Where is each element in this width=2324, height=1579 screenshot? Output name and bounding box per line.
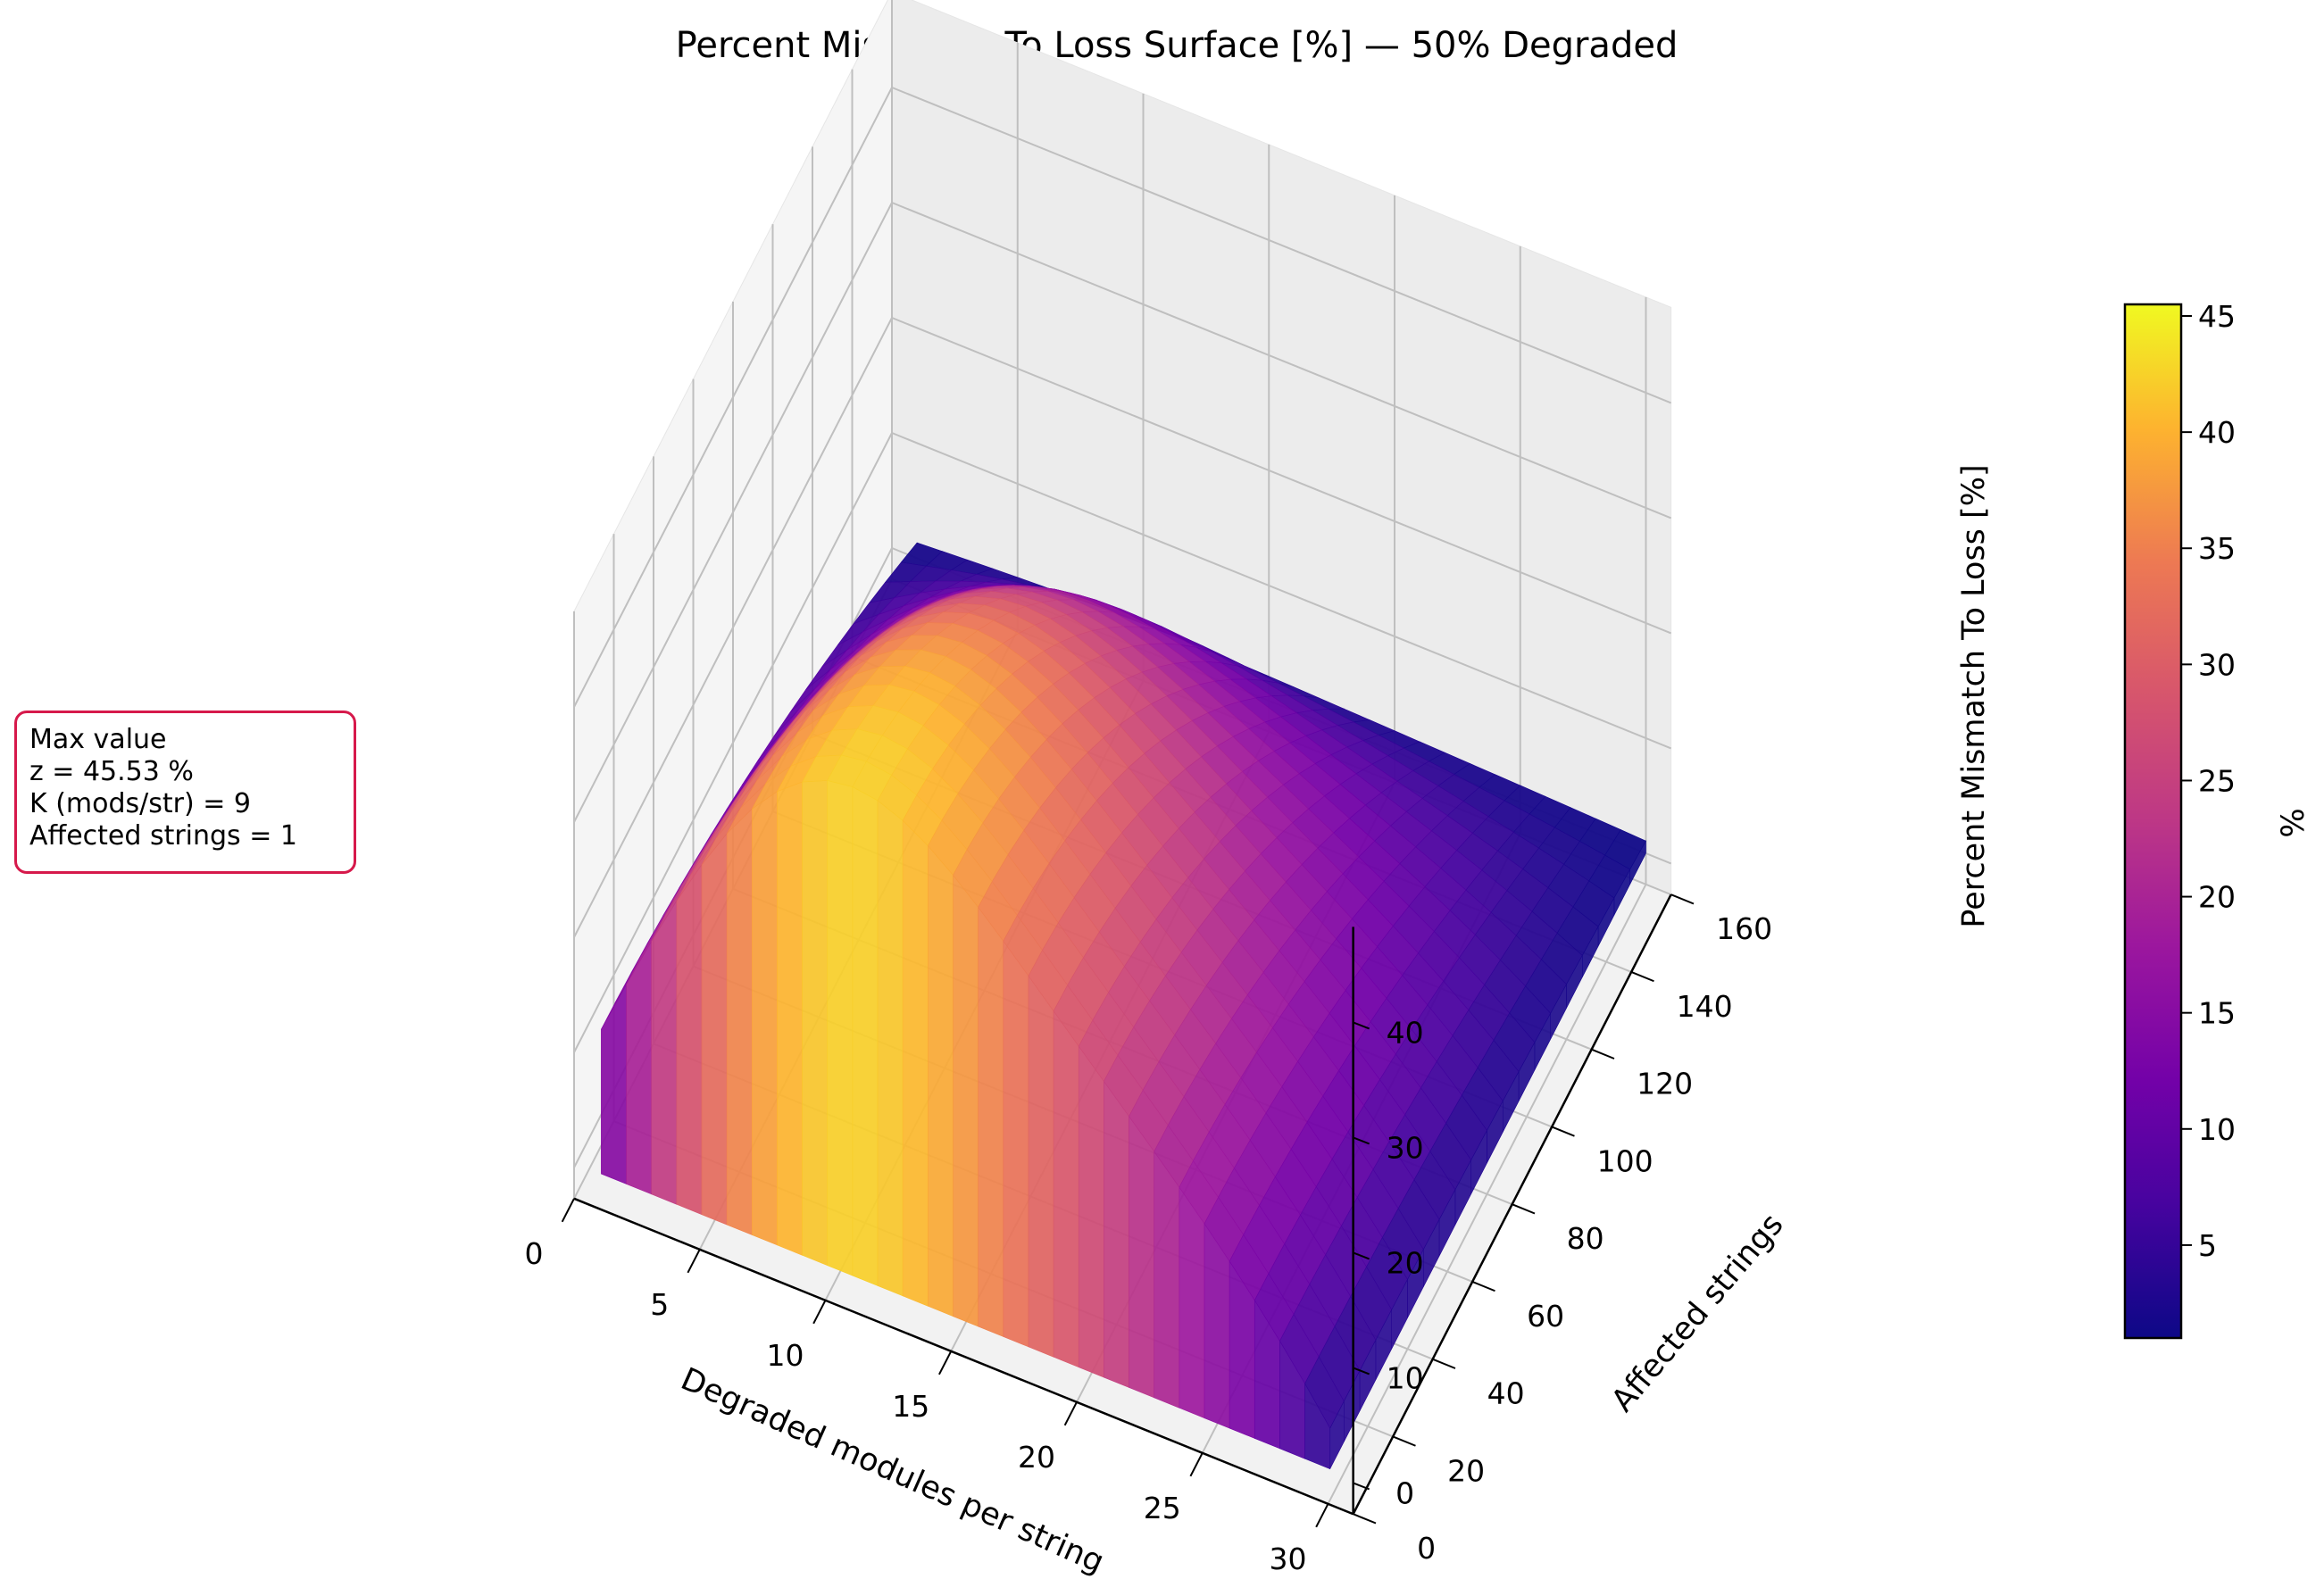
colorbar-tick-label: 45: [2198, 299, 2236, 334]
loss-surface: [601, 542, 1646, 1470]
z-tick-label: 20: [1387, 1245, 1424, 1280]
y-tick-label: 40: [1487, 1376, 1525, 1411]
y-tick-label: 0: [1417, 1531, 1436, 1566]
annotation-line-1: Max value: [29, 724, 167, 755]
x-ticks: 0 5 10 15 20 25 30: [525, 1198, 1329, 1576]
colorbar-ticks: 5 10 15 20 25 30 35 40 45: [2181, 299, 2236, 1263]
x-tick-label: 30: [1270, 1542, 1307, 1576]
max-value-annotation: Max value z = 45.53 % K (mods/str) = 9 A…: [14, 711, 356, 874]
y-tick-label: 100: [1597, 1143, 1653, 1178]
colorbar-tick-label: 5: [2198, 1228, 2217, 1263]
annotation-line-3: K (mods/str) = 9: [29, 788, 251, 819]
y-tick-label: 80: [1567, 1221, 1604, 1256]
x-tick-label: 20: [1018, 1440, 1055, 1475]
y-tick-label: 160: [1716, 911, 1772, 946]
colorbar-tick-label: 30: [2198, 647, 2236, 682]
x-tick-label: 0: [525, 1236, 544, 1271]
x-tick-label: 5: [650, 1287, 669, 1322]
annotation-line-2: z = 45.53 %: [29, 756, 194, 787]
colorbar-tick-label: 20: [2198, 880, 2236, 915]
colorbar-tick-label: 15: [2198, 996, 2236, 1031]
x-tick-label: 10: [767, 1338, 804, 1373]
colorbar-tick-label: 40: [2198, 415, 2236, 450]
colorbar: [2123, 303, 2183, 1340]
colorbar-tick-label: 25: [2198, 763, 2236, 798]
y-axis-label: Affected strings: [1605, 1207, 1791, 1418]
z-tick-label: 40: [1387, 1015, 1424, 1050]
x-tick-label: 15: [892, 1389, 929, 1424]
colorbar-label: %: [2276, 808, 2312, 837]
z-tick-label: 0: [1395, 1475, 1414, 1510]
colorbar-tick-label: 35: [2198, 531, 2236, 566]
z-tick-label: 10: [1387, 1360, 1424, 1395]
chart-title: Percent Mismatch To Loss Surface [%] — 5…: [676, 25, 1678, 66]
annotation-line-4: Affected strings = 1: [29, 820, 297, 852]
z-ticks: 0 10 20 30 40: [1353, 1015, 1424, 1510]
colorbar-tick-label: 10: [2198, 1112, 2236, 1147]
z-axis-label: Percent Mismatch To Loss [%]: [1956, 464, 1992, 927]
y-tick-label: 140: [1677, 989, 1733, 1024]
z-tick-label: 30: [1387, 1130, 1424, 1165]
y-tick-label: 60: [1527, 1299, 1564, 1334]
x-tick-label: 25: [1144, 1491, 1181, 1525]
y-tick-label: 120: [1637, 1067, 1693, 1101]
y-tick-label: 20: [1447, 1453, 1485, 1488]
